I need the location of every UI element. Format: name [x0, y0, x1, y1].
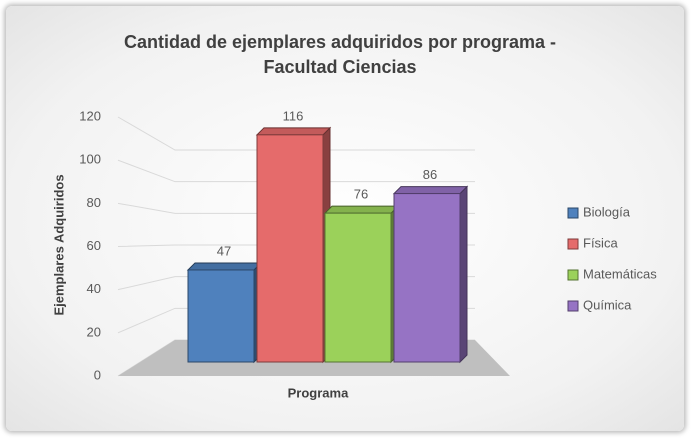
- y-tick-label: 60: [87, 238, 101, 253]
- x-axis-label: Programa: [288, 385, 349, 400]
- bar: [187, 269, 255, 363]
- data-label: 116: [283, 108, 304, 123]
- y-tick-label: 80: [87, 195, 101, 210]
- data-label: 76: [354, 187, 368, 202]
- y-tick-label: 0: [94, 367, 101, 382]
- legend-swatch: [567, 300, 579, 312]
- legend-label: Física: [583, 235, 618, 250]
- y-tick-label: 120: [79, 108, 101, 123]
- bar: [256, 134, 324, 363]
- legend-swatch: [567, 207, 579, 219]
- grid-line: [117, 159, 475, 183]
- legend-swatch: [567, 269, 579, 281]
- bar-top: [392, 186, 469, 195]
- bar: [393, 193, 461, 363]
- legend-label: Biología: [583, 204, 631, 219]
- legend-label: Matemáticas: [583, 266, 657, 281]
- y-tick-label: 100: [79, 152, 101, 167]
- y-axis-label: Ejemplares Adquiridos: [51, 174, 66, 315]
- bar: [324, 212, 392, 363]
- bar-side: [459, 185, 468, 364]
- grid-line: [117, 116, 475, 151]
- legend-label: Química: [583, 297, 632, 312]
- y-tick-label: 20: [87, 324, 101, 339]
- data-label: 47: [217, 243, 231, 258]
- y-tick-label: 40: [87, 281, 101, 296]
- chart-title: Cantidad de ejemplares adquiridos por pr…: [123, 32, 557, 77]
- bar-top: [186, 262, 263, 271]
- legend-swatch: [567, 238, 579, 250]
- bar-top: [255, 127, 332, 136]
- bar-top: [323, 205, 400, 214]
- data-label: 86: [423, 167, 437, 182]
